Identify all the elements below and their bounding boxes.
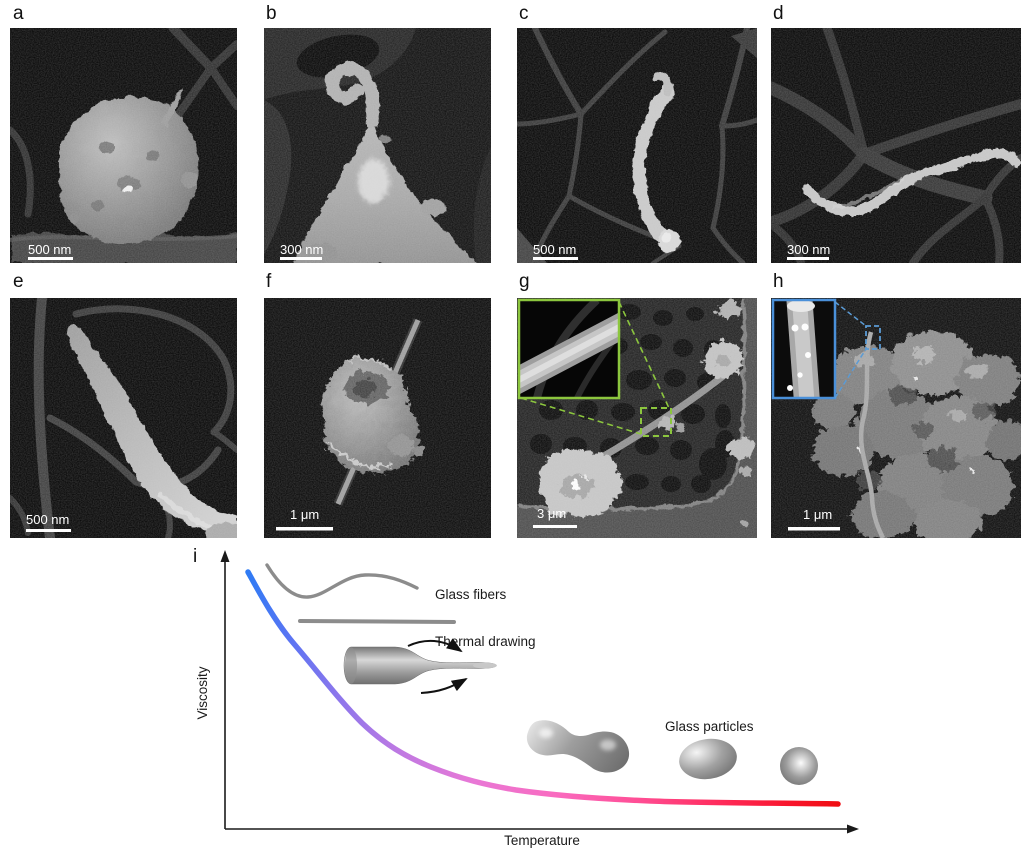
scale-bar: 300 nm	[280, 242, 323, 260]
drawing-arrow-bottom	[420, 678, 468, 694]
viscosity-curve	[245, 569, 841, 807]
glass-fiber-illustrations	[265, 563, 456, 624]
sem-noise	[10, 298, 237, 538]
viscosity-temperature-schematic: Glass fibers Thermal drawing Glass parti…	[195, 550, 859, 848]
panel-label-i: i	[193, 546, 198, 567]
sem-image-panel-f: 1 μm	[264, 298, 491, 538]
axes	[224, 561, 848, 830]
sem-image-panel-a: 500 nm	[10, 28, 237, 263]
sem-image-panel-d: 300 nm	[771, 28, 1021, 263]
thermal-drawing-label: Thermal drawing	[435, 634, 536, 649]
wavy-fiber-illustration	[265, 563, 419, 599]
sem-image-panel-c: 500 nm	[517, 28, 757, 263]
y-axis-label: Viscosity	[195, 666, 210, 719]
panel-label-h: h	[773, 271, 784, 292]
svg-text:300 nm: 300 nm	[280, 242, 323, 257]
glass-particles-label: Glass particles	[665, 719, 754, 734]
sem-image-panel-h: 1 μm	[771, 298, 1021, 538]
straight-fiber-illustration	[298, 619, 456, 624]
sphere-particle	[780, 747, 818, 785]
scale-bar: 1 μm	[788, 507, 840, 531]
scale-bar: 500 nm	[28, 242, 73, 260]
scale-bar: 300 nm	[787, 242, 830, 260]
thermal-drawing-illustration	[343, 638, 497, 694]
x-axis-arrow	[847, 824, 859, 834]
sem-noise	[264, 298, 491, 538]
svg-text:1 μm: 1 μm	[290, 507, 319, 522]
magnified-inset-green	[517, 298, 621, 400]
sem-image-panel-b: 300 nm	[264, 28, 491, 263]
panel-label-b: b	[266, 3, 277, 24]
sem-noise	[771, 28, 1021, 263]
sem-noise	[517, 28, 757, 263]
ellipsoid-particle	[679, 738, 737, 780]
panel-label-e: e	[13, 271, 24, 292]
glass-fibers-label: Glass fibers	[435, 587, 507, 602]
magnified-inset-blue	[771, 298, 837, 400]
glass-particle-illustrations	[526, 720, 818, 785]
svg-text:300 nm: 300 nm	[787, 242, 830, 257]
svg-text:500 nm: 500 nm	[28, 242, 71, 257]
sem-image-panel-g: 3 μm	[517, 298, 757, 538]
zoom-region-box-green	[640, 407, 672, 437]
y-axis-arrow	[220, 550, 230, 562]
panel-label-d: d	[773, 3, 784, 24]
panel-label-c: c	[519, 3, 529, 24]
svg-text:500 nm: 500 nm	[533, 242, 576, 257]
sem-noise	[10, 28, 237, 263]
scale-bar: 1 μm	[276, 507, 333, 531]
scale-bar: 3 μm	[533, 506, 577, 528]
panel-label-g: g	[519, 271, 530, 292]
x-axis-label: Temperature	[504, 833, 580, 848]
zoom-connector-lines-blue	[834, 301, 867, 399]
sem-noise	[264, 28, 491, 263]
scale-bar: 500 nm	[26, 512, 71, 532]
zoom-region-box-blue	[865, 325, 881, 350]
sem-image-panel-e: 500 nm	[10, 298, 237, 538]
svg-text:500 nm: 500 nm	[26, 512, 69, 527]
panel-label-a: a	[13, 3, 24, 24]
drawing-arrow-top	[407, 638, 463, 653]
zoom-connector-lines-green	[520, 301, 670, 435]
scale-bar: 500 nm	[533, 242, 578, 260]
svg-text:1 μm: 1 μm	[803, 507, 832, 522]
panel-label-f: f	[266, 271, 272, 292]
svg-text:3 μm: 3 μm	[537, 506, 566, 521]
